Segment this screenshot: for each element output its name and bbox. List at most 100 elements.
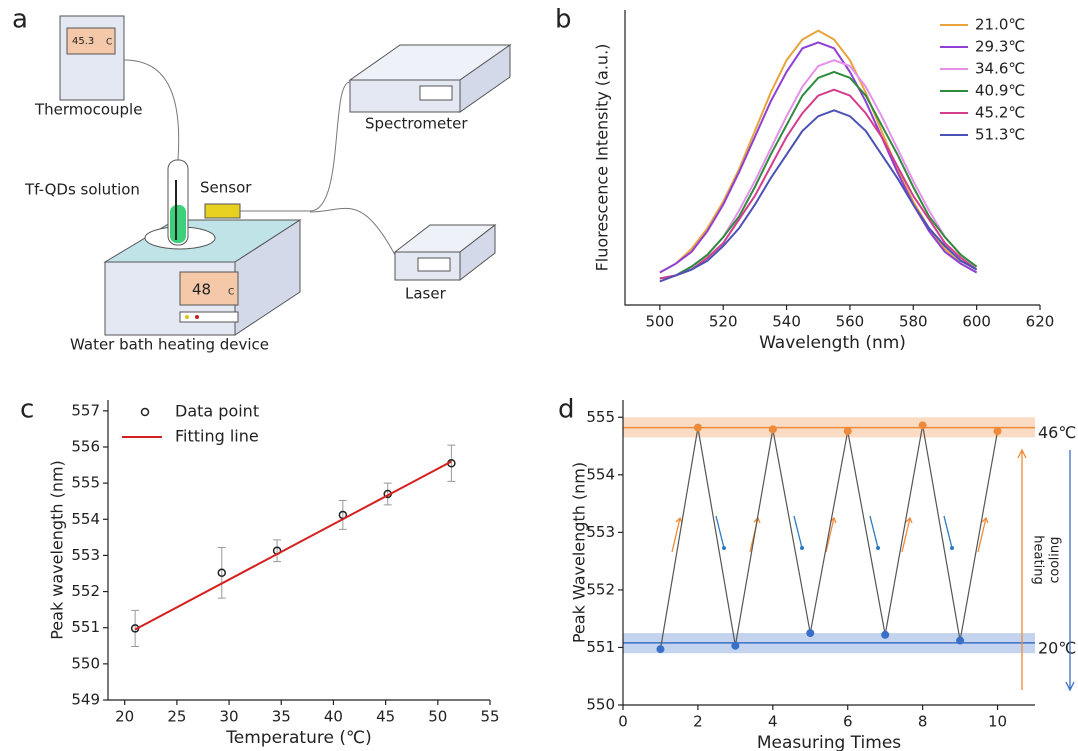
x-tick-label: 6 — [843, 713, 853, 731]
arrow — [671, 516, 683, 553]
marker — [956, 636, 965, 645]
panel-letter: a — [12, 5, 28, 35]
arrow — [876, 546, 880, 550]
x-tick-label: 0 — [618, 713, 628, 731]
band-label: 46℃ — [1038, 423, 1076, 442]
y-tick-label: 555 — [586, 408, 615, 426]
arrow — [950, 546, 954, 550]
fit-line — [134, 460, 452, 631]
arrow — [800, 546, 804, 550]
spectrometer-label: Spectrometer — [365, 115, 468, 133]
legend-label: Fitting line — [175, 427, 259, 446]
legend-label: Data point — [175, 402, 259, 421]
x-tick-label: 25 — [167, 708, 186, 726]
bath-label: Water bath heating device — [70, 336, 269, 354]
y-tick-label: 554 — [586, 465, 615, 483]
point — [217, 568, 227, 578]
thermocouple-label: Thermocouple — [34, 101, 142, 119]
y-tick-label: 556 — [71, 437, 100, 455]
bath-display — [179, 271, 239, 306]
legend-label: 51.3℃ — [975, 126, 1025, 144]
error-bar — [447, 444, 456, 482]
bath-reading: 48 — [192, 281, 211, 299]
arrow — [869, 515, 879, 549]
error-bar — [383, 482, 392, 506]
axes — [622, 400, 1035, 706]
x-tick-label: 20 — [115, 708, 134, 726]
arrow — [943, 515, 953, 549]
x-tick-label: 580 — [899, 313, 928, 331]
arrow — [793, 515, 803, 549]
panel-letter: b — [555, 5, 572, 35]
sensor — [204, 203, 241, 219]
x-tick-label: 50 — [428, 708, 447, 726]
line — [659, 59, 978, 280]
line — [659, 70, 978, 280]
y-tick-label: 549 — [71, 691, 100, 709]
line — [659, 109, 978, 283]
x-axis-label: Wavelength (nm) — [759, 333, 906, 353]
line — [659, 41, 978, 274]
cooling-label: cooling — [1048, 537, 1063, 584]
error-bar — [273, 539, 282, 563]
x-tick-label: 560 — [836, 313, 865, 331]
cycle-arrows — [671, 515, 989, 553]
bath-panel — [179, 311, 239, 323]
y-tick-label: 551 — [586, 638, 615, 656]
x-tick-label: 40 — [324, 708, 343, 726]
x-tick-label: 620 — [1026, 313, 1055, 331]
panel: d 46℃ 20℃ 0 2 4 6 8 10 550 551 552 553 554 555 Measurin… — [558, 395, 1076, 751]
bath-unit: C — [228, 288, 234, 298]
x-tick-label: 520 — [709, 313, 738, 331]
solution — [170, 205, 186, 243]
laser-slot — [417, 257, 451, 272]
marker — [768, 425, 777, 434]
arrow — [722, 546, 726, 550]
y-axis-label: Fluorescence Intensity (a.u.) — [593, 44, 612, 272]
marker — [693, 423, 702, 432]
marker — [731, 641, 740, 650]
heating-arrow — [1017, 448, 1027, 690]
x-tick-label: 600 — [962, 313, 991, 331]
y-tick-label: 553 — [71, 546, 100, 564]
y-tick-label: 557 — [71, 401, 100, 419]
laser-side — [459, 223, 496, 282]
axes — [107, 400, 490, 701]
error-bar — [338, 499, 347, 530]
spectrometer-slot — [419, 85, 453, 101]
marker — [881, 630, 890, 639]
marker — [656, 645, 665, 654]
cable — [123, 59, 180, 161]
arrow — [715, 515, 725, 549]
y-tick-label: 550 — [586, 696, 615, 714]
x-tick-label: 8 — [918, 713, 928, 731]
band-label: 20℃ — [1038, 638, 1076, 657]
axes — [624, 10, 1040, 306]
y-tick-label: 552 — [71, 582, 100, 600]
line — [659, 88, 978, 280]
x-axis-label: Measuring Times — [757, 733, 901, 751]
y-tick-label: 554 — [71, 510, 100, 528]
x-tick-label: 2 — [693, 713, 703, 731]
cable — [240, 81, 351, 212]
laser-label: Laser — [405, 285, 447, 303]
cooling-arrow — [1065, 450, 1075, 692]
x-axis-label: Temperature (℃) — [225, 728, 371, 748]
legend-marker — [140, 407, 150, 417]
y-axis-label: Peak Wavelength (nm) — [570, 462, 589, 643]
panel: b 500 520 540 560 580 600 620 Wavelength (nm) Flu… — [555, 5, 1054, 354]
thermocouple-unit: C — [106, 38, 112, 48]
cable — [309, 207, 396, 256]
arrow — [977, 516, 989, 553]
bath-light — [195, 315, 199, 319]
y-tick-label: 555 — [71, 474, 100, 492]
y-tick-label: 550 — [71, 654, 100, 672]
solution-label: Tf-QDs solution — [24, 181, 140, 199]
x-tick-label: 45 — [376, 708, 395, 726]
marker — [843, 427, 852, 436]
x-tick-label: 35 — [272, 708, 291, 726]
legend-label: 21.0℃ — [975, 16, 1025, 34]
marker — [993, 427, 1002, 436]
